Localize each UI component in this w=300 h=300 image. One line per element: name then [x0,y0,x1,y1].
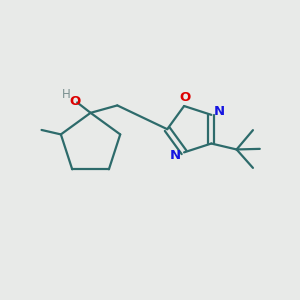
Text: O: O [69,95,80,108]
Text: N: N [170,149,181,162]
Text: H: H [61,88,70,100]
Text: O: O [179,91,190,104]
Text: N: N [214,105,225,118]
